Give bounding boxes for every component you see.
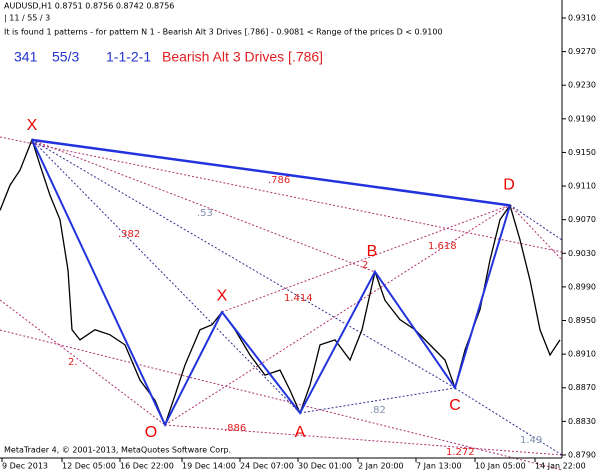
ratio-label: .53 <box>197 208 213 219</box>
y-tick-label: 0.8830 <box>568 417 596 426</box>
ratio-label: 1.272 <box>446 447 475 458</box>
fib-line <box>0 329 563 471</box>
symbol-header: AUDUSD,H1 0.8751 0.8756 0.8742 0.8756 <box>4 2 174 11</box>
y-tick-label: 0.9230 <box>568 81 596 90</box>
ratio-label: 2 <box>362 260 368 271</box>
x-tick-label: 30 Dec 01:00 <box>298 462 352 471</box>
pattern-point-label: B <box>367 243 378 260</box>
fib-line <box>31 139 456 389</box>
ratio-label: 1.618 <box>428 241 457 252</box>
fib-line <box>31 139 376 273</box>
y-tick-label: 0.8870 <box>568 383 596 392</box>
pattern-line <box>31 139 511 428</box>
x-tick-label: 7 Jan 13:00 <box>416 462 462 471</box>
fib-lines <box>0 136 563 471</box>
ratio-label: .382 <box>118 229 140 240</box>
ratio-label: .82 <box>370 405 386 416</box>
x-tick-label: 19 Dec 14:00 <box>182 462 236 471</box>
pattern-xd-line <box>31 138 511 207</box>
indicator-params: | 11 / 55 / 3 <box>4 14 50 23</box>
y-tick-label: 0.9190 <box>568 114 596 123</box>
pattern-point-label: O <box>145 424 157 441</box>
x-tick-label: 12 Dec 05:00 <box>62 462 116 471</box>
y-tick-label: 0.8990 <box>568 282 596 291</box>
y-tick-label: 0.9270 <box>568 47 596 56</box>
x-tick-label: 24 Dec 07:00 <box>240 462 294 471</box>
ratio-label: 1.414 <box>284 293 313 304</box>
y-tick-label: 0.9070 <box>568 215 596 224</box>
copyright: MetaTrader 4, © 2001-2013, MetaQuotes So… <box>4 446 231 455</box>
ratio-label: 1.49 <box>520 435 542 446</box>
fib-line <box>221 204 511 313</box>
pattern-point-label: C <box>449 397 461 414</box>
pattern-code: 1-1-2-1 <box>106 49 151 65</box>
ratio-label: 2. <box>68 357 78 368</box>
fib-line <box>164 204 511 426</box>
pattern-point-label: X <box>27 117 38 134</box>
pattern-name: Bearish Alt 3 Drives [.786] <box>162 49 323 65</box>
count: 341 <box>14 49 38 65</box>
fib-line <box>509 204 563 261</box>
fib-line <box>0 299 166 426</box>
y-tick-label: 0.8950 <box>568 316 596 325</box>
x-tick-label: 10 Jan 05:00 <box>475 462 526 471</box>
ratio-label: .886 <box>224 423 246 434</box>
ratio-count: 55/3 <box>52 49 79 65</box>
fib-line <box>509 204 563 241</box>
pattern-point-label: D <box>503 177 515 194</box>
x-tick-label: 14 Jan 22:00 <box>535 462 586 471</box>
y-tick-label: 0.9030 <box>568 249 596 258</box>
fib-line <box>454 387 563 456</box>
x-tick-label: 2 Jan 20:00 <box>358 462 404 471</box>
y-tick-label: 0.8910 <box>568 350 596 359</box>
ratio-label: .786 <box>268 175 290 186</box>
pattern-info: It is found 1 patterns - for pattern N 1… <box>4 28 443 37</box>
x-tick-label: 9 Dec 2013 <box>2 462 48 471</box>
pattern-point-label: A <box>295 424 306 441</box>
price-line <box>0 137 561 427</box>
x-tick-label: 16 Dec 22:00 <box>120 462 174 471</box>
y-tick-label: 0.9110 <box>568 182 596 191</box>
y-tick-label: 0.8790 <box>568 450 596 459</box>
y-tick-label: 0.9150 <box>568 148 596 157</box>
y-tick-label: 0.9310 <box>568 13 596 22</box>
pattern-point-label: X <box>217 287 228 304</box>
